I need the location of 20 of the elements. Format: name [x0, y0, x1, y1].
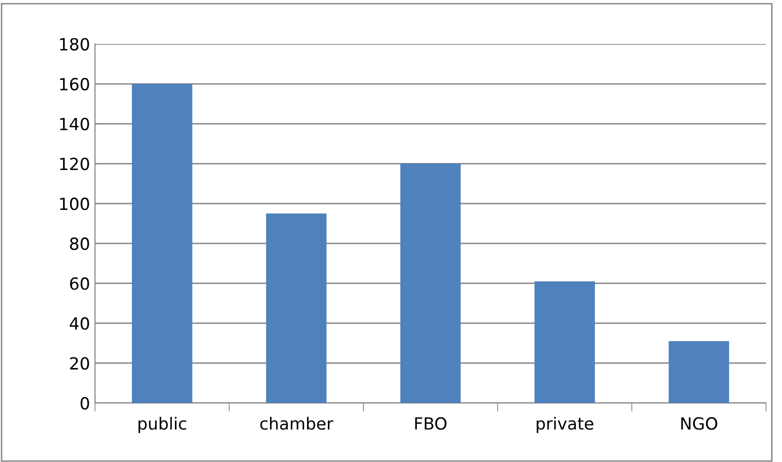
bar [132, 84, 192, 403]
y-tick-label: 0 [80, 396, 90, 410]
bar [534, 281, 595, 403]
y-tick-label: 180 [60, 38, 90, 51]
y-tick-label: 40 [70, 317, 90, 330]
bar [668, 341, 730, 403]
y-tick-label: 80 [70, 237, 90, 250]
x-tick-label: NGO [681, 417, 718, 430]
y-tick-label: 60 [70, 277, 90, 290]
y-tick-label: 100 [60, 198, 90, 210]
y-tick-label: 120 [60, 158, 90, 170]
x-tick-label: chamber [260, 416, 334, 430]
x-tick-label: private [536, 416, 594, 434]
bar [400, 164, 461, 403]
x-tick-label: FBO [415, 417, 446, 430]
y-tick-label: 140 [60, 118, 90, 130]
y-tick-label: 20 [70, 357, 90, 370]
bar [266, 214, 326, 403]
x-tick-label: public [138, 416, 186, 434]
y-tick-label: 160 [60, 78, 90, 90]
